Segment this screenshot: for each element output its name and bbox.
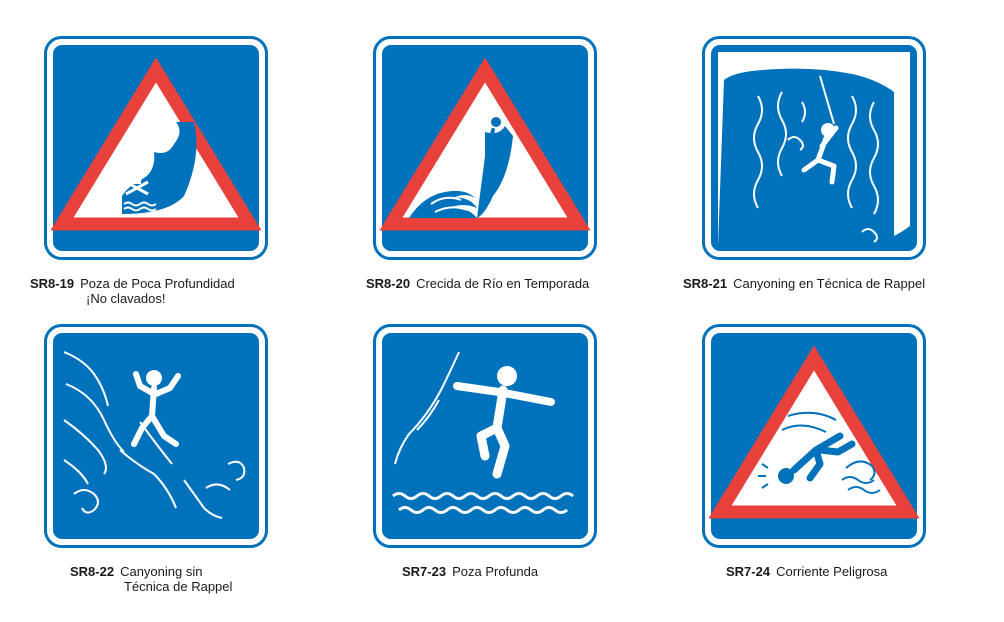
shallow-pool-no-diving-icon <box>44 36 268 260</box>
sign-title: Poza de Poca Profundidad <box>80 276 235 291</box>
caption-sr8-19: SR8-19 Poza de Poca Profundidad ¡No clava… <box>30 276 330 306</box>
sign-code: SR8-19 <box>30 276 75 291</box>
sign-code: SR7-24 <box>726 564 771 579</box>
canyoning-no-rappel-icon <box>44 324 268 548</box>
sign-sr8-21 <box>702 36 926 260</box>
sign-title: Crecida de Río en Temporada <box>416 276 590 291</box>
deep-pool-icon <box>373 324 597 548</box>
sign-sr8-19 <box>44 36 268 260</box>
canyoning-rappel-icon <box>702 36 926 260</box>
dangerous-current-icon <box>702 324 926 548</box>
caption-sr7-24: SR7-24 Corriente Peligrosa <box>726 564 1004 579</box>
caption-sr8-21: SR8-21 Canyoning en Técnica de Rappel <box>683 276 983 291</box>
caption-sr8-20: SR8-20 Crecida de Río en Temporada <box>366 276 666 291</box>
sign-sr7-24 <box>702 324 926 548</box>
sign-sr7-23 <box>373 324 597 548</box>
sign-title: Poza Profunda <box>452 564 539 579</box>
seasonal-river-flood-icon <box>373 36 597 260</box>
sign-sr8-20 <box>373 36 597 260</box>
sign-code: SR8-22 <box>70 564 115 579</box>
sign-title-line2: Técnica de Rappel <box>124 579 233 594</box>
sign-sr8-22 <box>44 324 268 548</box>
sign-code: SR7-23 <box>402 564 447 579</box>
sign-code: SR8-21 <box>683 276 728 291</box>
sign-title: Corriente Peligrosa <box>776 564 888 579</box>
sign-title: Canyoning sin <box>120 564 203 579</box>
caption-sr7-23: SR7-23 Poza Profunda <box>402 564 702 579</box>
sign-code: SR8-20 <box>366 276 411 291</box>
caption-sr8-22: SR8-22 Canyoning sin Técnica de Rappel <box>70 564 370 594</box>
sign-title: Canyoning en Técnica de Rappel <box>733 276 926 291</box>
sign-title-line2: ¡No clavados! <box>86 291 166 306</box>
